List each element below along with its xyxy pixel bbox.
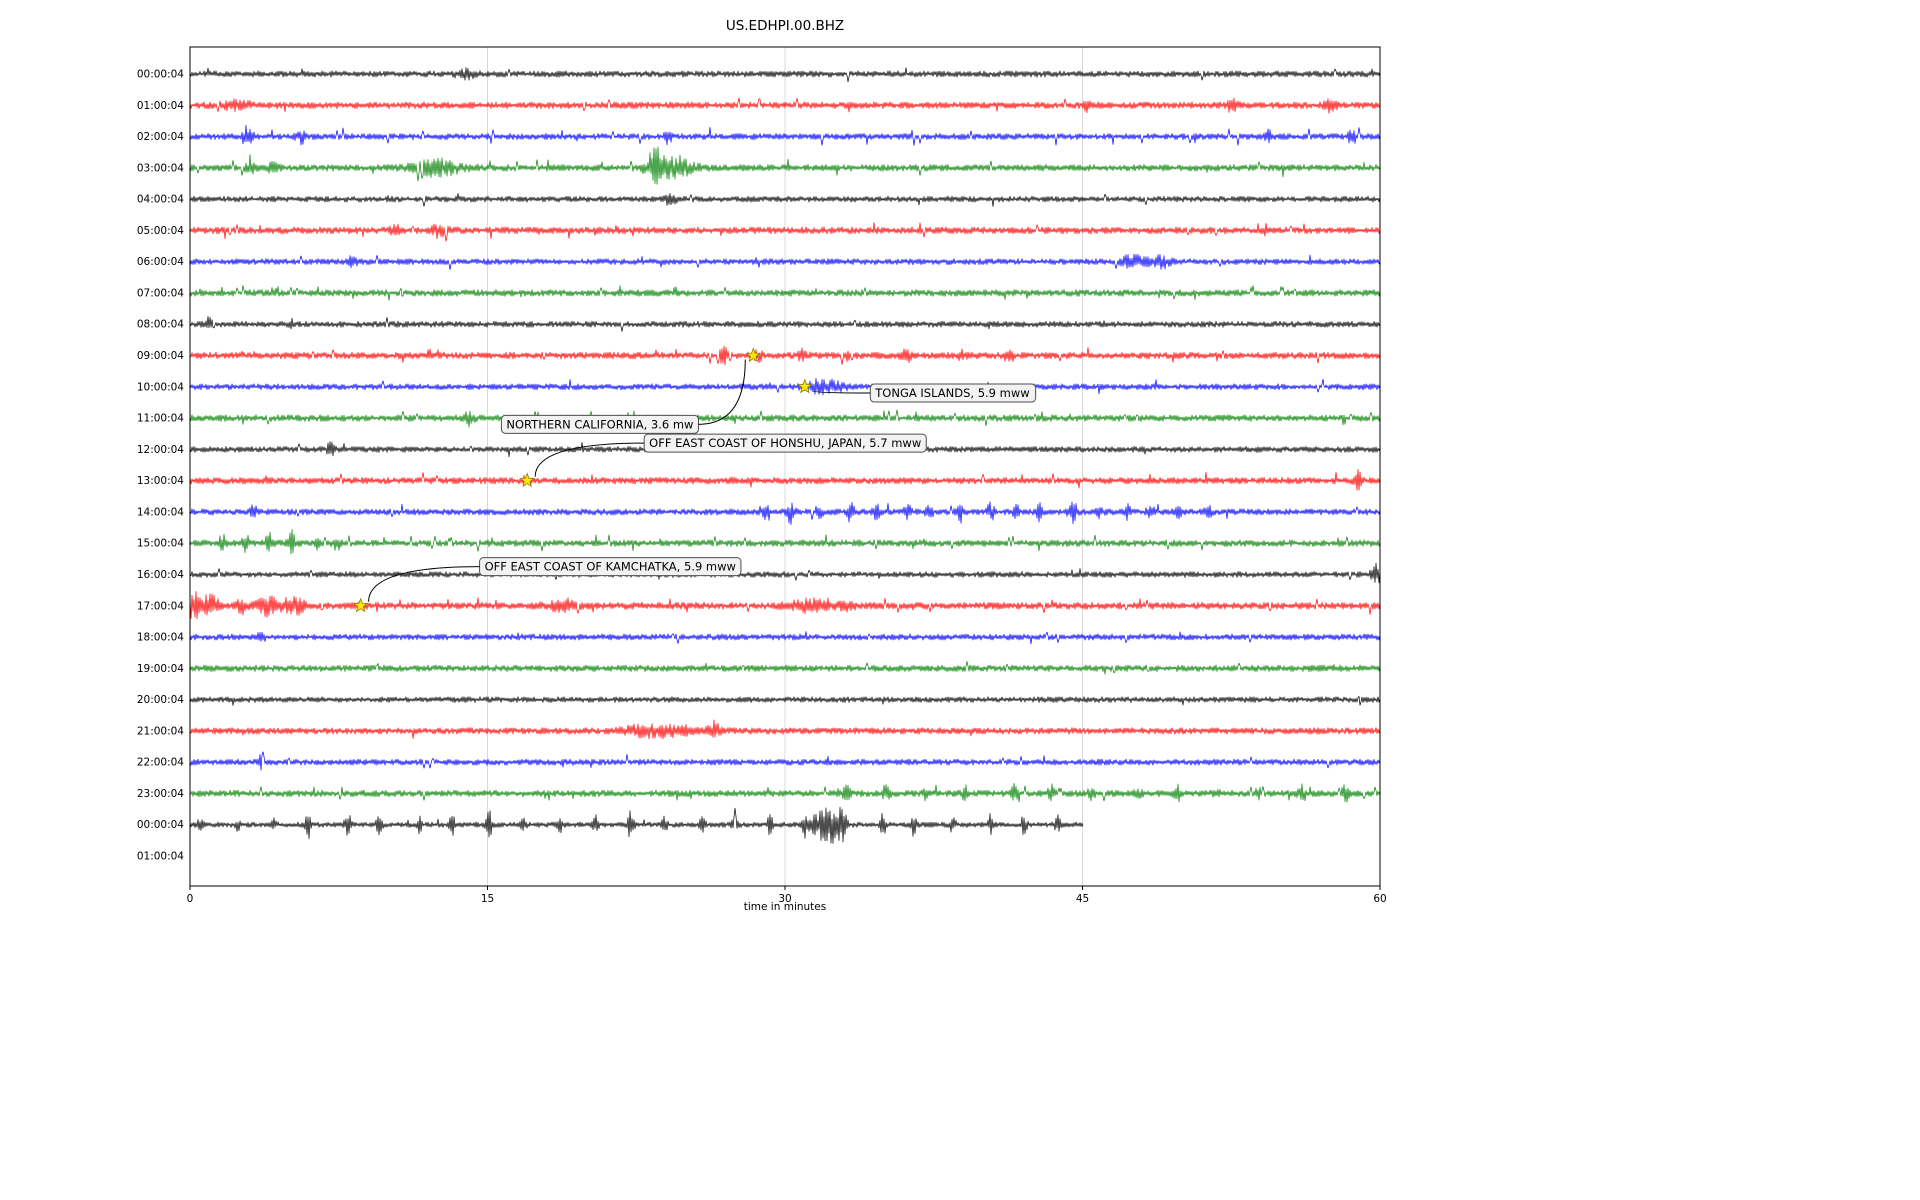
seismogram-trace (189, 97, 1381, 114)
event-label: OFF EAST COAST OF KAMCHATKA, 5.9 mww (485, 560, 736, 574)
x-tick-label: 15 (481, 893, 494, 905)
event-label: TONGA ISLANDS, 5.9 mww (874, 386, 1029, 400)
trace-time-label: 12:00:04 (137, 444, 184, 456)
trace-time-label: 07:00:04 (137, 287, 184, 299)
trace-time-label: 06:00:04 (137, 256, 184, 268)
plot-title: US.EDHPI.00.BHZ (726, 18, 844, 34)
seismogram-trace (189, 222, 1381, 242)
trace-time-label: 01:00:04 (137, 851, 184, 863)
trace-time-label: 17:00:04 (137, 600, 184, 612)
trace-time-label: 09:00:04 (137, 350, 184, 362)
seismogram-trace (189, 469, 1381, 491)
x-axis: 0 15 30 45 60 (187, 886, 1387, 905)
seismogram-trace (189, 562, 1381, 584)
event-star (352, 597, 369, 613)
event-arrow (812, 390, 871, 394)
seismogram-trace (189, 661, 1381, 675)
seismogram-trace (189, 253, 1381, 270)
seismogram-trace (189, 345, 1381, 366)
trace-time-label: 13:00:04 (137, 475, 184, 487)
seismogram-trace (189, 751, 1381, 771)
seismogram-trace (189, 192, 1381, 207)
seismogram-trace (189, 501, 1381, 525)
event-arrow (534, 442, 645, 477)
trace-time-label: 18:00:04 (137, 632, 184, 644)
seismogram-trace (189, 782, 1381, 803)
trace-time-label: 10:00:04 (137, 381, 184, 393)
trace-time-label: 23:00:04 (137, 788, 184, 800)
trace-time-label: 11:00:04 (137, 413, 184, 425)
gridlines (189, 47, 1381, 886)
seismogram-trace (189, 696, 1381, 706)
x-tick-label: 45 (1076, 893, 1089, 905)
trace-time-label: 16:00:04 (137, 569, 184, 581)
trace-time-label: 00:00:04 (137, 819, 184, 831)
trace-time-label: 14:00:04 (137, 506, 184, 518)
trace-time-label: 22:00:04 (137, 757, 184, 769)
trace-time-label: 19:00:04 (137, 663, 184, 675)
trace-time-label: 01:00:04 (137, 100, 184, 112)
seismogram-trace (189, 67, 1381, 83)
seismogram-trace (189, 146, 1381, 185)
trace-time-label: 21:00:04 (137, 725, 184, 737)
seismogram-trace (189, 377, 1381, 396)
seismogram-trace (189, 591, 1381, 620)
event-star (797, 378, 813, 394)
x-tick-label: 30 (778, 893, 791, 905)
event-star (519, 472, 535, 488)
seismogram-trace (189, 409, 1381, 428)
seismogram-trace (189, 631, 1381, 645)
x-axis-title: time in minutes (744, 901, 826, 913)
trace-time-label: 15:00:04 (137, 538, 184, 550)
seismogram-trace (189, 529, 1381, 555)
row-labels: 00:00:04 01:00:04 02:00:04 03:00:04 04:00:04… (137, 69, 184, 863)
seismogram-trace (189, 285, 1381, 301)
trace-time-label: 02:00:04 (137, 131, 184, 143)
trace-time-label: 20:00:04 (137, 694, 184, 706)
event-arrow (698, 359, 746, 425)
seismogram-trace (189, 806, 1084, 844)
trace-time-label: 05:00:04 (137, 225, 184, 237)
trace-time-label: 04:00:04 (137, 194, 184, 206)
seismogram-trace (189, 124, 1381, 146)
trace-time-label: 03:00:04 (137, 162, 184, 174)
trace-time-label: 00:00:04 (137, 69, 184, 81)
seismogram-trace (189, 719, 1381, 740)
trace-time-label: 08:00:04 (137, 319, 184, 331)
x-tick-label: 0 (187, 893, 194, 905)
event-arrow (368, 566, 480, 602)
x-tick-label: 60 (1373, 893, 1386, 905)
event-star (745, 347, 761, 363)
event-label: OFF EAST COAST OF HONSHU, JAPAN, 5.7 mww (649, 436, 921, 450)
seismogram-trace (189, 315, 1381, 332)
event-annotations: TONGA ISLANDS, 5.9 mww NORTHERN CALIFORNI… (352, 347, 1037, 613)
event-label: NORTHERN CALIFORNIA, 3.6 mw (506, 417, 693, 431)
